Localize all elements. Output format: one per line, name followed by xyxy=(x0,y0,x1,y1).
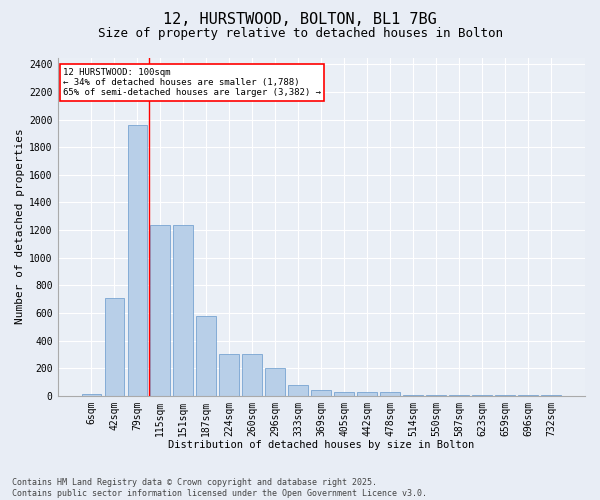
Bar xyxy=(427,395,446,396)
Bar xyxy=(403,395,423,396)
Bar xyxy=(220,354,239,396)
Bar xyxy=(541,395,561,396)
Bar xyxy=(128,125,147,396)
Bar xyxy=(380,392,400,396)
Bar xyxy=(358,392,377,396)
Bar xyxy=(173,225,193,396)
Text: 12 HURSTWOOD: 100sqm
← 34% of detached houses are smaller (1,788)
65% of semi-de: 12 HURSTWOOD: 100sqm ← 34% of detached h… xyxy=(63,68,321,98)
Bar xyxy=(82,394,101,396)
Bar xyxy=(242,354,262,396)
Text: Size of property relative to detached houses in Bolton: Size of property relative to detached ho… xyxy=(97,28,503,40)
X-axis label: Distribution of detached houses by size in Bolton: Distribution of detached houses by size … xyxy=(168,440,475,450)
Y-axis label: Number of detached properties: Number of detached properties xyxy=(15,128,25,324)
Bar xyxy=(289,386,308,396)
Bar xyxy=(518,395,538,396)
Text: 12, HURSTWOOD, BOLTON, BL1 7BG: 12, HURSTWOOD, BOLTON, BL1 7BG xyxy=(163,12,437,28)
Bar xyxy=(472,395,492,396)
Bar xyxy=(265,368,285,396)
Bar xyxy=(449,395,469,396)
Bar xyxy=(311,390,331,396)
Bar xyxy=(151,224,170,396)
Bar xyxy=(196,316,216,396)
Bar xyxy=(104,298,124,396)
Bar xyxy=(496,395,515,396)
Bar xyxy=(334,392,354,396)
Text: Contains HM Land Registry data © Crown copyright and database right 2025.
Contai: Contains HM Land Registry data © Crown c… xyxy=(12,478,427,498)
